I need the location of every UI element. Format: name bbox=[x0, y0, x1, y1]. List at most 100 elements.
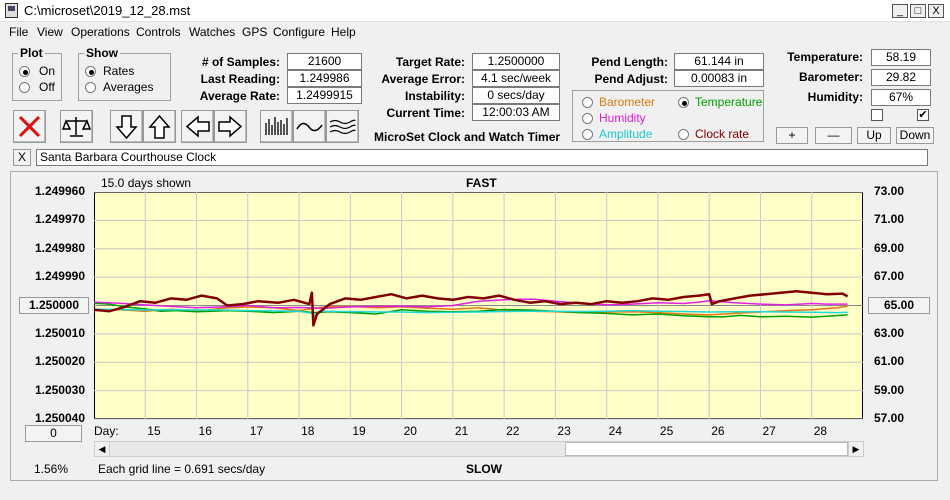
scale-balance-icon bbox=[61, 117, 92, 137]
plot-off-label: Off bbox=[39, 80, 55, 94]
minimize-button[interactable]: _ bbox=[892, 4, 908, 18]
overlay-selector bbox=[572, 90, 764, 142]
clear-button[interactable] bbox=[13, 110, 46, 143]
bar-view-button[interactable] bbox=[260, 110, 293, 143]
average-rate-label: Average Rate: bbox=[199, 89, 280, 103]
target-rate-value: 1.2500000 bbox=[472, 53, 560, 70]
scroll-thumb[interactable] bbox=[565, 442, 848, 456]
up-arrow-button[interactable] bbox=[143, 110, 176, 143]
maximize-button[interactable]: □ bbox=[910, 4, 926, 18]
y-tick-left: 1.250010 bbox=[34, 325, 85, 340]
overlay-temperature-label: Temperature bbox=[695, 95, 763, 109]
show-group-title: Show bbox=[84, 46, 120, 60]
overlay-clock-rate-radio[interactable] bbox=[678, 129, 689, 140]
y-tick-left: 1.249980 bbox=[34, 240, 85, 255]
y-tick-right: 59.00 bbox=[874, 382, 905, 397]
env-checkbox-2[interactable]: ✔ bbox=[917, 109, 929, 121]
horizontal-scrollbar[interactable]: ◀ ▶ bbox=[94, 441, 864, 457]
down-arrow-button[interactable] bbox=[110, 110, 143, 143]
scroll-right-icon[interactable]: ▶ bbox=[848, 442, 863, 456]
menu-operations[interactable]: Operations bbox=[71, 25, 130, 39]
menu-file[interactable]: File bbox=[9, 25, 29, 39]
y-tick-left: 1.250030 bbox=[34, 382, 85, 397]
x-tick: 26 bbox=[711, 424, 725, 438]
overlay-humidity-label: Humidity bbox=[599, 111, 646, 125]
x-tick: 28 bbox=[813, 424, 828, 438]
x-tick: 21 bbox=[454, 424, 469, 438]
clock-name-close-button[interactable]: X bbox=[13, 149, 31, 166]
temperature-value: 58.19 bbox=[871, 49, 931, 66]
x-tick: 16 bbox=[198, 424, 212, 438]
y-tick-right: 61.00 bbox=[874, 354, 905, 369]
instability-label: Instability: bbox=[404, 89, 465, 103]
samples-value: 21600 bbox=[287, 53, 362, 70]
series-line-barometer bbox=[94, 305, 848, 316]
wave-view-button[interactable] bbox=[293, 110, 326, 143]
pend-adjust-value: 0.00083 in bbox=[674, 70, 764, 87]
plot-group-title: Plot bbox=[18, 46, 45, 60]
multi-wave-icon bbox=[329, 119, 356, 135]
current-time-label: Current Time: bbox=[386, 106, 465, 120]
series-line-clock-rate bbox=[94, 290, 849, 327]
x-tick: 23 bbox=[557, 424, 571, 438]
pend-length-value: 61.144 in bbox=[674, 53, 764, 70]
plot-off-radio[interactable] bbox=[19, 82, 30, 93]
fast-label: FAST bbox=[466, 176, 497, 190]
clock-name-field[interactable]: Santa Barbara Courthouse Clock bbox=[36, 149, 928, 166]
balance-button[interactable] bbox=[60, 110, 93, 143]
plot-on-radio[interactable] bbox=[19, 66, 30, 77]
x-tick: 22 bbox=[506, 424, 520, 438]
offset-button[interactable]: 0 bbox=[25, 425, 82, 442]
show-rates-radio[interactable] bbox=[85, 66, 96, 77]
clear-icon bbox=[18, 115, 41, 138]
center-temp-button[interactable]: 65.00 bbox=[868, 297, 930, 314]
target-rate-label: Target Rate: bbox=[395, 55, 465, 69]
barometer-value: 29.82 bbox=[871, 69, 931, 86]
samples-label: # of Samples: bbox=[201, 55, 280, 69]
x-tick: 20 bbox=[403, 424, 417, 438]
series-line-temperature bbox=[94, 302, 848, 318]
y-tick-left: 1.249970 bbox=[34, 212, 85, 227]
scroll-left-icon[interactable]: ◀ bbox=[95, 442, 110, 456]
arrow-left-icon bbox=[185, 115, 210, 138]
center-rate-button[interactable]: 1.250000 bbox=[19, 297, 89, 314]
multi-wave-button[interactable] bbox=[326, 110, 359, 143]
close-button[interactable]: X bbox=[928, 4, 944, 18]
rate-chart bbox=[94, 192, 863, 420]
window-title: C:\microset\2019_12_28.mst bbox=[24, 3, 191, 18]
average-rate-value: 1.2499915 bbox=[287, 87, 362, 104]
x-tick: 17 bbox=[249, 424, 264, 438]
y-tick-right: 57.00 bbox=[874, 411, 905, 425]
minus-button[interactable]: — bbox=[815, 127, 852, 144]
overlay-temperature-radio[interactable] bbox=[678, 97, 689, 108]
overlay-barometer-label: Barometer bbox=[599, 95, 656, 109]
series-line-amplitude bbox=[94, 308, 848, 318]
left-arrow-button[interactable] bbox=[181, 110, 214, 143]
day-prefix-label: Day: bbox=[94, 424, 119, 438]
overlay-amplitude-radio[interactable] bbox=[582, 129, 593, 140]
y-tick-left: 1.250040 bbox=[34, 411, 85, 425]
app-caption: MicroSet Clock and Watch Timer bbox=[374, 130, 561, 144]
show-rates-label: Rates bbox=[103, 64, 135, 78]
menu-watches[interactable]: Watches bbox=[189, 25, 236, 39]
menu-gps[interactable]: GPS bbox=[242, 25, 268, 39]
last-reading-value: 1.249986 bbox=[287, 70, 362, 87]
right-arrow-button[interactable] bbox=[214, 110, 247, 143]
menu-help[interactable]: Help bbox=[331, 25, 356, 39]
barometer-label: Barometer: bbox=[798, 70, 863, 84]
x-tick: 18 bbox=[301, 424, 315, 438]
humidity-label: Humidity: bbox=[807, 90, 863, 104]
pend-length-label: Pend Length: bbox=[591, 55, 668, 69]
menu-configure[interactable]: Configure bbox=[273, 25, 326, 39]
average-error-value: 4.1 sec/week bbox=[472, 70, 560, 87]
up-button[interactable]: Up bbox=[857, 127, 891, 144]
show-averages-radio[interactable] bbox=[85, 82, 96, 93]
menu-view[interactable]: View bbox=[37, 25, 63, 39]
overlay-humidity-radio[interactable] bbox=[582, 113, 593, 124]
plus-button[interactable]: + bbox=[776, 127, 808, 144]
down-button[interactable]: Down bbox=[896, 127, 934, 144]
env-checkbox-1[interactable] bbox=[871, 109, 883, 121]
overlay-barometer-radio[interactable] bbox=[582, 97, 593, 108]
menu-controls[interactable]: Controls bbox=[136, 25, 181, 39]
y-tick-right: 73.00 bbox=[874, 184, 905, 198]
